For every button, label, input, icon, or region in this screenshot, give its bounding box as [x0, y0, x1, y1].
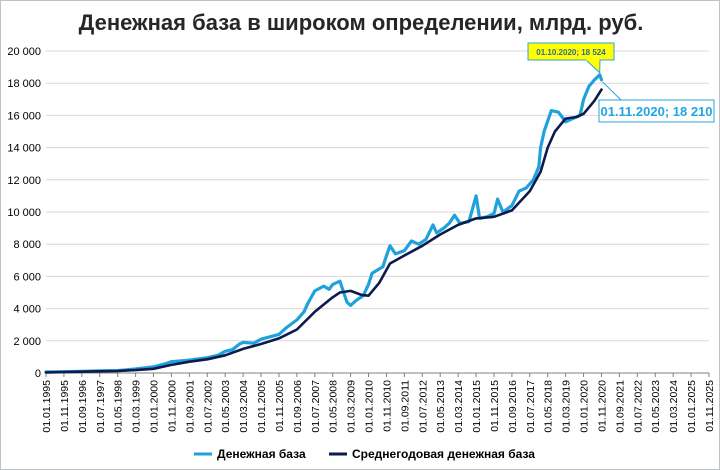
x-tick-label: 01.05.2003	[220, 380, 232, 433]
annotation-peak: 01.10.2020; 18 524	[536, 48, 606, 57]
callout-box-latest	[598, 99, 715, 123]
x-tick-label: 01.11.2010	[381, 380, 393, 432]
x-tick-label: 01.03.2019	[561, 380, 573, 433]
grid-lines	[46, 50, 709, 342]
chart-title: Денежная база в широком определении, млр…	[78, 10, 644, 35]
legend: Денежная база Среднегодовая денежная база	[194, 447, 535, 461]
x-tick-label: 01.03.2014	[453, 380, 465, 433]
x-tick-label: 01.11.1995	[59, 380, 71, 432]
x-tick-label: 01.09.2016	[507, 380, 519, 433]
x-tick-label: 01.11.2015	[489, 380, 501, 432]
x-tick-label: 01.01.2025	[686, 380, 698, 433]
y-tick-label: 8 000	[13, 239, 41, 251]
x-tick-label: 01.09.2021	[614, 380, 626, 433]
x-tick-label: 01.11.2025	[704, 380, 716, 432]
y-tick-label: 12 000	[7, 175, 41, 187]
x-tick-label: 01.05.2013	[435, 380, 447, 433]
y-tick-label: 2 000	[13, 336, 41, 348]
annotations: 01.10.2020; 18 524 01.11.2020; 18 210	[527, 42, 715, 123]
y-tick-label: 16 000	[7, 110, 41, 122]
x-tick-label: 01.07.2017	[525, 380, 537, 433]
x-tick-label: 01.05.2023	[650, 380, 662, 433]
x-tick-label: 01.09.2006	[292, 380, 304, 433]
y-tick-label: 0	[35, 368, 41, 380]
x-tick-label: 01.07.1997	[95, 380, 107, 433]
x-tick-label: 01.03.2009	[346, 380, 358, 433]
x-axis: 01.01.1995 01.11.1995 01.09.1996 01.07.1997…	[41, 373, 716, 433]
callout-box	[527, 42, 615, 61]
x-tick-label: 01.05.1998	[113, 380, 125, 433]
x-tick-label: 01.09.2011	[399, 380, 411, 432]
y-tick-label: 4 000	[13, 304, 41, 316]
x-tick-label: 01.01.2000	[149, 380, 161, 433]
series-line-average-money-base	[44, 88, 603, 374]
x-tick-label: 01.01.2010	[364, 380, 376, 433]
legend-label-money-base: Денежная база	[217, 447, 306, 461]
x-tick-label: 01.05.2008	[328, 380, 340, 433]
x-tick-label: 01.01.2015	[471, 380, 483, 433]
x-tick-label: 01.11.2005	[274, 380, 286, 432]
x-tick-label: 01.09.1996	[77, 380, 89, 433]
callout-pointer	[584, 59, 601, 74]
x-tick-label: 01.03.2004	[238, 380, 250, 433]
y-tick-label: 14 000	[7, 143, 41, 155]
x-tick-label: 01.07.2002	[202, 380, 214, 433]
y-tick-label: 18 000	[7, 78, 41, 90]
callout-leader	[602, 81, 622, 101]
x-tick-label: 01.11.2020	[596, 380, 608, 432]
series-line-money-base	[44, 73, 604, 374]
x-tick-label: 01.07.2022	[632, 380, 644, 433]
y-tick-label: 20 000	[7, 46, 41, 58]
x-tick-label: 01.01.2005	[256, 380, 268, 433]
x-tick-label: 01.03.1999	[131, 380, 143, 433]
x-tick-label: 01.01.2020	[579, 380, 591, 433]
legend-label-average-money-base: Среднегодовая денежная база	[352, 447, 535, 461]
x-tick-label: 01.11.2000	[166, 380, 178, 432]
y-axis: 0 2 000 4 000 6 000 8 000 10 000 12 000 14 000 1…	[7, 46, 709, 380]
y-tick-label: 10 000	[7, 207, 41, 219]
x-tick-label: 01.05.2018	[543, 380, 555, 433]
x-tick-label: 01.01.1995	[41, 380, 53, 433]
x-tick-label: 01.09.2001	[184, 380, 196, 433]
y-tick-label: 6 000	[13, 271, 41, 283]
series-lines	[44, 73, 604, 374]
x-tick-label: 01.07.2012	[417, 380, 429, 433]
x-tick-label: 01.07.2007	[310, 380, 322, 433]
annotation-latest: 01.11.2020; 18 210	[600, 104, 712, 119]
x-tick-label: 01.03.2024	[668, 380, 680, 433]
